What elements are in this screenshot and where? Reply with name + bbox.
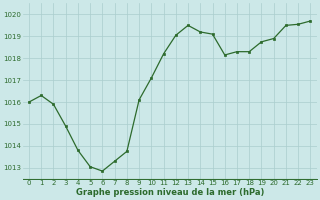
X-axis label: Graphe pression niveau de la mer (hPa): Graphe pression niveau de la mer (hPa) [76,188,264,197]
